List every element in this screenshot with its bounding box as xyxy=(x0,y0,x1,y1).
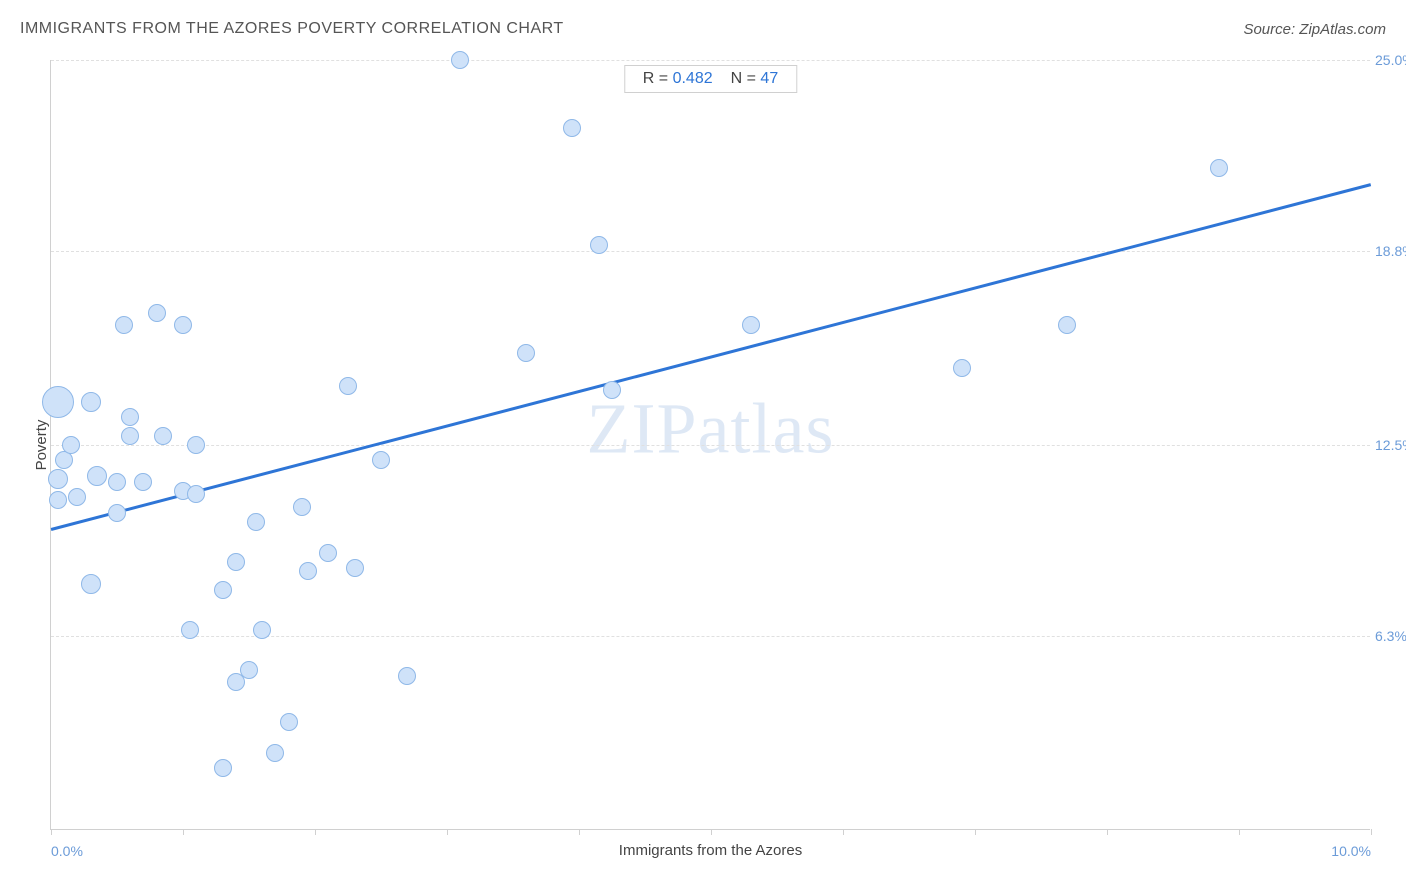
data-point xyxy=(134,473,152,491)
data-point xyxy=(299,562,317,580)
data-point xyxy=(339,377,357,395)
stat-n-label: N = xyxy=(731,70,756,87)
data-point xyxy=(398,667,416,685)
data-point xyxy=(742,316,760,334)
data-point xyxy=(187,436,205,454)
data-point xyxy=(953,359,971,377)
watermark-a: ZIP xyxy=(587,389,698,469)
data-point xyxy=(266,744,284,762)
data-point xyxy=(253,621,271,639)
x-axis-label: Immigrants from the Azores xyxy=(619,842,802,859)
data-point xyxy=(81,392,101,412)
data-point xyxy=(87,466,107,486)
y-tick-label: 25.0% xyxy=(1375,52,1406,68)
data-point xyxy=(227,553,245,571)
chart-source: Source: ZipAtlas.com xyxy=(1243,21,1386,38)
y-tick-label: 6.3% xyxy=(1375,628,1406,644)
x-tick-label: 0.0% xyxy=(51,843,83,859)
y-tick-label: 12.5% xyxy=(1375,437,1406,453)
stats-box: R = 0.482 N = 47 xyxy=(624,65,797,93)
data-point xyxy=(346,559,364,577)
x-tick xyxy=(711,829,712,835)
data-point xyxy=(590,236,608,254)
x-tick xyxy=(183,829,184,835)
data-point xyxy=(319,544,337,562)
data-point xyxy=(187,485,205,503)
data-point xyxy=(1058,316,1076,334)
data-point xyxy=(108,504,126,522)
stat-r-label: R = xyxy=(643,70,668,87)
stat-r: R = 0.482 xyxy=(643,70,713,88)
x-tick xyxy=(843,829,844,835)
x-tick xyxy=(975,829,976,835)
data-point xyxy=(174,316,192,334)
data-point xyxy=(148,304,166,322)
data-point xyxy=(62,436,80,454)
data-point xyxy=(563,119,581,137)
data-point xyxy=(517,344,535,362)
x-tick xyxy=(51,829,52,835)
data-point xyxy=(293,498,311,516)
data-point xyxy=(68,488,86,506)
stat-r-value: 0.482 xyxy=(673,70,713,87)
gridline xyxy=(51,445,1370,446)
watermark: ZIPatlas xyxy=(587,388,835,471)
data-point xyxy=(48,469,68,489)
data-point xyxy=(280,713,298,731)
x-tick xyxy=(1239,829,1240,835)
data-point xyxy=(1210,159,1228,177)
plot-area: ZIPatlas R = 0.482 N = 47 Poverty Immigr… xyxy=(50,60,1370,830)
y-tick-label: 18.8% xyxy=(1375,243,1406,259)
gridline xyxy=(51,251,1370,252)
y-axis-label: Poverty xyxy=(33,419,50,470)
data-point xyxy=(121,427,139,445)
gridline xyxy=(51,60,1370,61)
data-point xyxy=(55,451,73,469)
x-tick xyxy=(315,829,316,835)
data-point xyxy=(240,661,258,679)
chart-header: IMMIGRANTS FROM THE AZORES POVERTY CORRE… xyxy=(20,20,1386,38)
data-point xyxy=(247,513,265,531)
data-point xyxy=(214,581,232,599)
data-point xyxy=(214,759,232,777)
watermark-b: atlas xyxy=(698,389,835,469)
data-point xyxy=(181,621,199,639)
data-point xyxy=(81,574,101,594)
gridline xyxy=(51,636,1370,637)
data-point xyxy=(108,473,126,491)
data-point xyxy=(451,51,469,69)
stat-n: N = 47 xyxy=(731,70,779,88)
x-tick-label: 10.0% xyxy=(1331,843,1371,859)
regression-line xyxy=(51,183,1372,530)
stat-n-value: 47 xyxy=(760,70,778,87)
data-point xyxy=(115,316,133,334)
x-tick xyxy=(1107,829,1108,835)
data-point xyxy=(49,491,67,509)
data-point xyxy=(372,451,390,469)
x-tick xyxy=(579,829,580,835)
x-tick xyxy=(447,829,448,835)
chart-title: IMMIGRANTS FROM THE AZORES POVERTY CORRE… xyxy=(20,20,564,38)
data-point xyxy=(154,427,172,445)
x-tick xyxy=(1371,829,1372,835)
data-point xyxy=(121,408,139,426)
data-point xyxy=(42,386,74,418)
data-point xyxy=(603,381,621,399)
